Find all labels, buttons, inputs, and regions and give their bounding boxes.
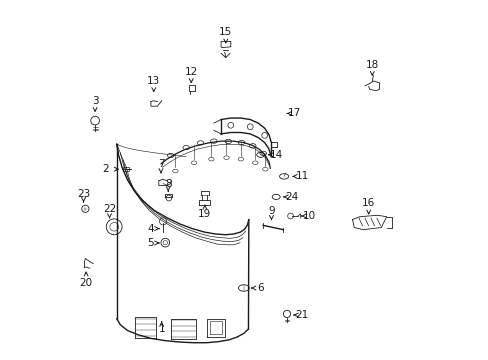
Text: 18: 18	[365, 60, 378, 70]
Text: 24: 24	[285, 192, 298, 202]
Text: 9: 9	[267, 206, 274, 216]
Text: 1: 1	[158, 324, 164, 334]
Text: 14: 14	[270, 150, 283, 160]
Text: 4: 4	[147, 224, 154, 234]
Text: 16: 16	[361, 198, 375, 208]
Text: 20: 20	[80, 278, 92, 288]
Text: 21: 21	[295, 310, 308, 320]
Text: 13: 13	[147, 76, 160, 86]
Text: 23: 23	[77, 189, 90, 199]
Text: 19: 19	[198, 209, 211, 219]
Text: 2: 2	[102, 164, 109, 174]
Text: 7: 7	[157, 159, 164, 169]
Text: 12: 12	[184, 67, 198, 77]
Text: 10: 10	[302, 211, 315, 221]
Text: 17: 17	[288, 108, 301, 118]
Text: 8: 8	[164, 179, 171, 189]
Polygon shape	[352, 215, 386, 230]
Text: 6: 6	[257, 283, 264, 293]
Text: 5: 5	[147, 238, 154, 248]
Text: 15: 15	[219, 27, 232, 37]
Text: 11: 11	[295, 171, 308, 181]
Text: 3: 3	[92, 96, 98, 106]
Text: 22: 22	[102, 204, 116, 214]
